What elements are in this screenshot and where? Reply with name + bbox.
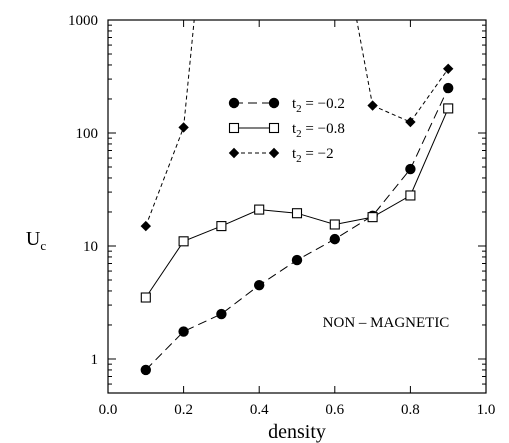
data-point	[443, 103, 454, 114]
y-axis-title: Uc	[26, 228, 46, 253]
data-point	[405, 190, 416, 201]
x-tick-label: 0.0	[99, 402, 118, 418]
legend-label-symbol: t	[292, 96, 297, 112]
plot-frame	[107, 19, 487, 394]
data-point	[405, 116, 416, 128]
data-point	[268, 122, 280, 134]
x-axis-title: density	[268, 421, 326, 443]
data-point	[405, 163, 416, 175]
legend-label: t2 = −0.8	[292, 121, 345, 140]
legend-item-1: t2 = −0.2	[228, 96, 345, 115]
data-point	[443, 82, 454, 94]
data-point	[367, 212, 378, 223]
x-tick-label: 1.0	[477, 402, 496, 418]
data-point	[140, 364, 151, 376]
data-point	[268, 147, 280, 159]
data-point	[228, 147, 240, 159]
legend-label-symbol: t	[292, 121, 297, 137]
legend-label: t2 = −2	[292, 146, 334, 165]
series-line-offscale	[356, 19, 374, 106]
data-point	[228, 122, 240, 134]
x-tick-label: 0.4	[250, 402, 269, 418]
data-point	[291, 254, 303, 266]
data-point	[178, 236, 189, 247]
legend: t2 = −0.2t2 = −0.8t2 = −2	[228, 96, 345, 165]
data-point	[228, 97, 240, 109]
annotation-non-magnetic: NON – MAGNETIC	[323, 315, 450, 331]
y-tick-label: 10	[83, 239, 98, 255]
data-point	[216, 308, 227, 320]
legend-label-subscript: 2	[296, 103, 302, 115]
legend-item-2: t2 = −0.8	[228, 121, 345, 140]
data-point	[254, 279, 265, 291]
legend-label: t2 = −0.2	[292, 96, 345, 115]
data-point	[178, 122, 189, 133]
y-tick-label: 1	[91, 352, 99, 368]
y-tick-label: 100	[76, 126, 99, 142]
legend-label-symbol: t	[292, 146, 297, 162]
data-point	[216, 221, 227, 232]
x-tick-label: 0.8	[401, 402, 420, 418]
data-point	[254, 204, 265, 215]
y-tick-label: 1000	[68, 13, 98, 29]
data-point	[291, 208, 303, 219]
x-tick-label: 0.6	[325, 402, 344, 418]
data-point	[329, 233, 340, 245]
series-line-offscale	[183, 19, 195, 128]
legend-label-value: = −2	[302, 146, 334, 162]
data-point	[443, 63, 454, 74]
series-line	[145, 68, 449, 227]
series-3	[140, 19, 454, 232]
data-point	[268, 97, 280, 109]
x-tick-label: 0.2	[174, 402, 193, 418]
y-axis-title-sub: c	[40, 238, 46, 253]
legend-label-value: = −0.2	[302, 96, 345, 112]
axis-ticks: 0.0 0.2 0.4 0.6 0.8 1.0 1 10 100 1000	[68, 13, 495, 418]
data-point	[367, 100, 378, 111]
legend-item-3: t2 = −2	[228, 146, 334, 165]
legend-label-subscript: 2	[296, 153, 302, 165]
legend-label-subscript: 2	[296, 128, 302, 140]
legend-label-value: = −0.8	[302, 121, 345, 137]
data-point	[329, 219, 340, 230]
series-layer	[140, 19, 454, 376]
y-axis-title-main: U	[26, 228, 41, 250]
data-point	[140, 292, 151, 303]
series-2	[140, 103, 454, 303]
data-point	[140, 220, 151, 232]
data-point	[178, 326, 189, 337]
